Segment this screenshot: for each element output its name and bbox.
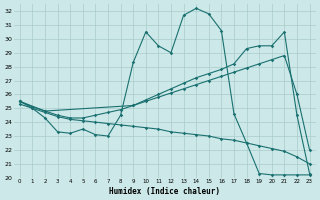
X-axis label: Humidex (Indice chaleur): Humidex (Indice chaleur)	[109, 187, 220, 196]
